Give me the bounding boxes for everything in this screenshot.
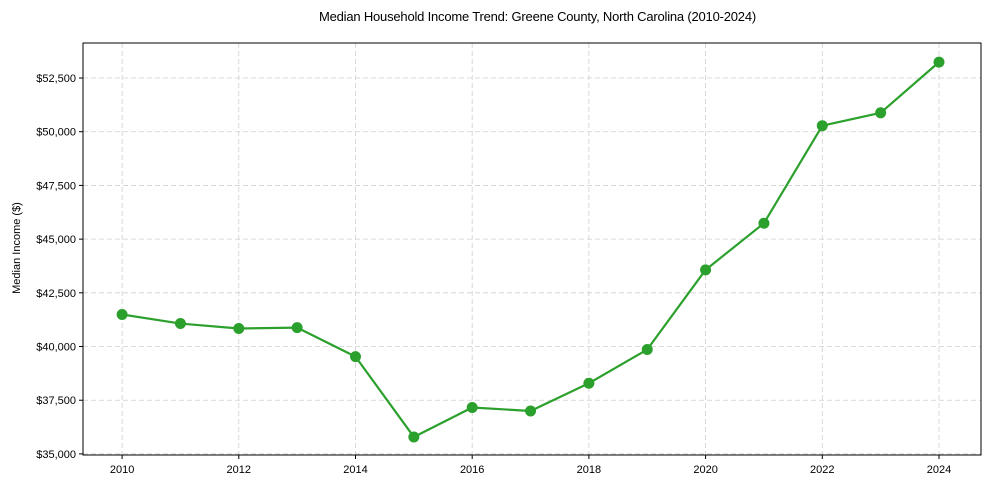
- x-tick-label: 2020: [693, 464, 717, 476]
- data-point: [700, 264, 712, 276]
- data-point: [875, 107, 887, 119]
- data-point: [349, 351, 361, 363]
- x-tick-label: 2010: [110, 464, 134, 476]
- data-series: [116, 56, 945, 443]
- x-tick-label: 2018: [577, 464, 601, 476]
- x-tick-label: 2022: [810, 464, 834, 476]
- data-point: [174, 318, 186, 330]
- data-point: [525, 405, 537, 417]
- y-tick-label: $35,000: [36, 449, 76, 461]
- data-point: [291, 322, 303, 334]
- data-point: [233, 322, 245, 334]
- data-point: [816, 120, 828, 132]
- y-tick-label: $47,500: [36, 180, 76, 192]
- chart-title: Median Household Income Trend: Greene Co…: [318, 9, 756, 24]
- data-point: [466, 402, 478, 414]
- x-tick-label: 2024: [927, 464, 951, 476]
- data-point: [641, 344, 653, 356]
- x-tick-label: 2014: [343, 464, 367, 476]
- y-tick-label: $45,000: [36, 234, 76, 246]
- x-tick-label: 2016: [460, 464, 484, 476]
- data-point: [583, 377, 595, 389]
- y-tick-label: $37,500: [36, 395, 76, 407]
- y-tick-label: $50,000: [36, 127, 76, 139]
- data-point: [933, 56, 945, 68]
- x-tick-label: 2012: [227, 464, 251, 476]
- data-point: [408, 431, 420, 443]
- grid-lines: [83, 43, 981, 455]
- axes: 2010 2012 2014 2016 2018 2020 2022 2024 $35,000 $…: [36, 42, 982, 476]
- data-point: [758, 217, 770, 229]
- y-tick-label: $52,500: [36, 73, 76, 85]
- y-tick-label: $42,500: [36, 288, 76, 300]
- plot-frame: [82, 42, 982, 456]
- series-line: [121, 61, 940, 439]
- data-point: [116, 309, 128, 321]
- y-tick-label: $40,000: [36, 342, 76, 354]
